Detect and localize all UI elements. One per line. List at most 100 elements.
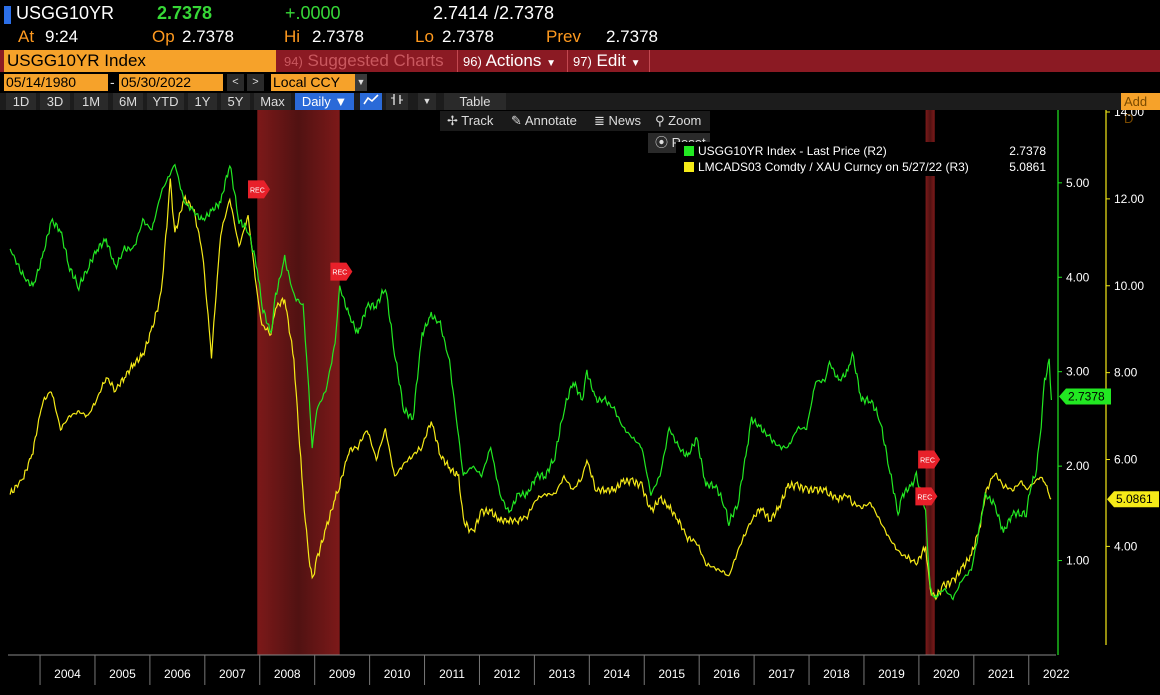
range-button-1d[interactable]: 1D [6,93,36,110]
chart-type-dropdown[interactable]: ▼ [418,93,436,110]
prev-value: 2.7378 [606,27,658,46]
x-tick-label: 2016 [713,667,740,681]
x-tick-label: 2013 [549,667,576,681]
y-tick-label-r3: 6.00 [1114,453,1138,467]
recession-band [925,110,935,655]
news-button[interactable]: ≣ News [594,111,642,131]
table-button[interactable]: Table [444,93,506,110]
line-chart-icon [363,94,379,105]
x-tick-label: 2007 [219,667,246,681]
recession-marker[interactable]: REC [248,180,271,199]
x-tick-label: 2010 [384,667,411,681]
edit-menu[interactable]: 97) Edit ▼ [573,50,640,72]
legend-series-1-label: USGG10YR Index - Last Price (R2) [698,144,887,158]
frequency-select[interactable]: Daily ▼ [295,93,354,110]
legend-series-2-value: 5.0861 [1009,160,1046,174]
x-tick-label: 2005 [109,667,136,681]
currency-dropdown-button[interactable]: ▼ [355,74,367,91]
legend-series-1[interactable]: USGG10YR Index - Last Price (R2) 2.7378 [684,143,1046,159]
net-change: +.0000 [285,3,341,23]
track-label: Track [461,113,494,128]
suggested-charts-menu[interactable]: 94) Suggested Charts [284,50,444,72]
x-tick-label: 2021 [988,667,1015,681]
x-tick-label: 2018 [823,667,850,681]
next-range-button[interactable]: > [247,74,264,91]
crosshair-icon: ✢ [447,113,458,128]
x-tick-label: 2019 [878,667,905,681]
range-button-1m[interactable]: 1M [74,93,108,110]
zoom-button[interactable]: ⚲ Zoom [655,111,702,131]
date-separator: - [110,74,115,90]
x-tick-label: 2004 [54,667,81,681]
y-tick-label-r3: 4.00 [1114,539,1138,553]
add-data-button[interactable]: Add D [1121,93,1160,126]
candle-chart-button[interactable] [386,93,408,110]
x-tick-label: 2008 [274,667,301,681]
zoom-label: Zoom [668,113,702,128]
end-date-field[interactable]: 05/30/2022 [119,74,223,91]
currency-select[interactable]: Local CCY [271,74,355,91]
recession-marker-label: REC [920,458,935,465]
x-tick-label: 2014 [603,667,630,681]
x-tick-label: 2015 [658,667,685,681]
open-value: 2.7378 [182,27,234,46]
y-tick-label-r2: 1.00 [1066,554,1090,568]
recession-marker[interactable]: REC [330,262,353,281]
chart-legend: USGG10YR Index - Last Price (R2) 2.7378 … [676,142,1054,176]
menu-divider [567,50,568,72]
x-tick-label: 2006 [164,667,191,681]
ask-price: /2.7378 [494,3,555,23]
recession-band [257,110,340,655]
suggested-charts-label: Suggested Charts [307,51,444,70]
news-label: News [608,113,642,128]
line-chart-button[interactable] [360,93,382,110]
y-tick-label-r2: 2.00 [1066,459,1090,473]
high-label: Hi [284,27,301,46]
edit-label: Edit [596,51,626,70]
actions-menu[interactable]: 96) Actions ▼ [463,50,556,72]
y-tick-label-r2: 5.00 [1066,176,1090,190]
annotate-button[interactable]: ✎ Annotate [511,111,577,131]
last-value-tag-r2-bg [1059,388,1111,405]
recession-marker[interactable]: REC [918,450,941,469]
x-tick-label: 2009 [329,667,356,681]
caret-down-icon: ▼ [630,58,641,69]
legend-swatch-1 [684,146,694,156]
time-label: At [18,27,35,46]
x-tick-label: 2017 [768,667,795,681]
x-tick-label: 2012 [494,667,521,681]
range-button-ytd[interactable]: YTD [147,93,184,110]
series-line-1 [9,163,1052,601]
last-price: 2.7378 [157,3,213,23]
security-field[interactable]: USGG10YR Index [4,50,276,72]
x-tick-label: 2020 [933,667,960,681]
prev-range-button[interactable]: < [227,74,244,91]
range-button-5y[interactable]: 5Y [221,93,250,110]
menu-divider [649,50,650,72]
last-value-tag-r3-bg [1107,491,1159,508]
y-tick-label-r2: 4.00 [1066,270,1090,284]
x-tick-label: 2011 [439,667,465,681]
range-button-3d[interactable]: 3D [40,93,70,110]
annotate-label: Annotate [524,113,577,128]
reset-icon: ⦿ [655,135,669,150]
x-tick-label: 2022 [1043,667,1070,681]
y-tick-label-r3: 12.00 [1114,192,1144,206]
track-button[interactable]: ✢ Track [447,111,494,131]
y-tick-label-r2: 3.00 [1066,365,1090,379]
legend-series-2[interactable]: LMCADS03 Comdty / XAU Curncy on 5/27/22 … [684,159,1046,175]
price-chart[interactable]: 2004 2005 2006 2007 2008 2009 2010 2011 2012 2013… [0,110,1160,695]
legend-series-1-value: 2.7378 [1009,144,1046,158]
range-button-max[interactable]: Max [254,93,291,110]
bid-price: 2.7414 [433,3,489,23]
caret-down-icon: ▼ [356,77,366,87]
chevron-left-icon: < [232,76,239,88]
chevron-right-icon: > [252,76,259,88]
start-date-field[interactable]: 05/14/1980 [4,74,108,91]
menu-divider [457,50,458,72]
recession-marker[interactable]: REC [915,487,938,506]
suggested-charts-number: 94) [284,54,303,69]
magnifier-icon: ⚲ [655,113,665,128]
range-button-6m[interactable]: 6M [113,93,143,110]
range-button-1y[interactable]: 1Y [188,93,217,110]
